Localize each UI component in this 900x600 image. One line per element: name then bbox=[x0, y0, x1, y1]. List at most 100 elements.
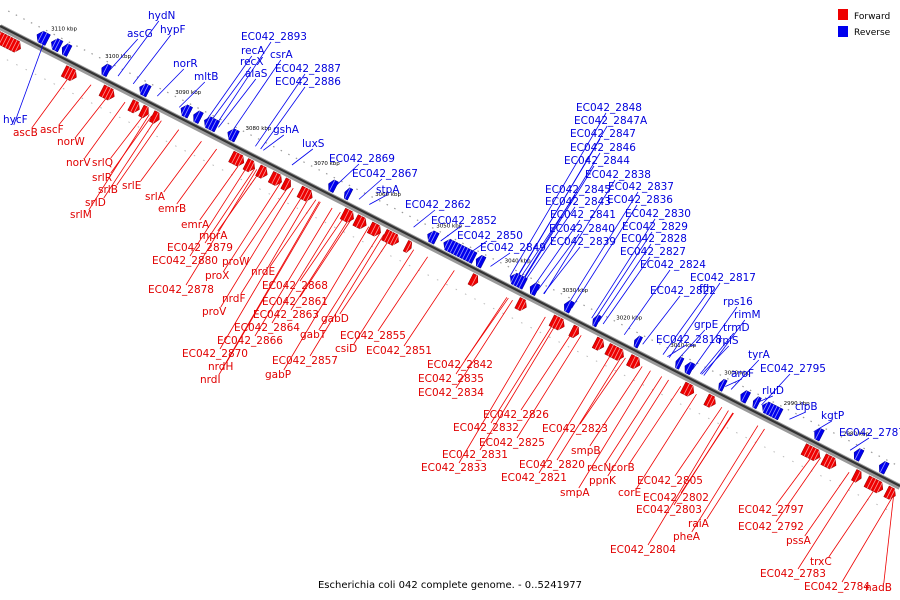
reverse-gene-arrow bbox=[510, 272, 528, 290]
reverse-gene-arrow bbox=[443, 238, 478, 264]
scale-labels-layer: 3110 kbp 3100 kbp 3090 kbp 3080 kbp 3070 kbp… bbox=[51, 27, 869, 438]
reverse-gene-arrow bbox=[139, 83, 152, 98]
scale-label: 3070 kbp bbox=[314, 161, 340, 167]
reverse-leader-line bbox=[662, 293, 707, 355]
forward-leader-line bbox=[538, 351, 614, 474]
reverse-gene-label: EC042_2846 bbox=[570, 142, 636, 154]
reverse-leader-line bbox=[675, 329, 706, 362]
forward-gene-arrow bbox=[381, 228, 399, 247]
forward-gene-label: ascF bbox=[40, 124, 64, 136]
reverse-leader-line bbox=[668, 282, 721, 358]
reverse-leader-line bbox=[849, 437, 870, 451]
forward-gene-label: pheA bbox=[673, 531, 701, 543]
reverse-leader-line bbox=[532, 219, 581, 289]
gene-divider bbox=[465, 249, 472, 261]
scale-label: 3000 kbp bbox=[724, 371, 750, 377]
reverse-gene-label: luxS bbox=[302, 138, 325, 150]
forward-gene-label: nrdF bbox=[222, 293, 246, 305]
gene-divider bbox=[355, 216, 363, 228]
forward-gene-arrow bbox=[255, 164, 268, 179]
reverse-leader-line bbox=[667, 344, 687, 358]
reverse-gene-label: ffh bbox=[699, 283, 713, 295]
forward-leader-line bbox=[353, 249, 415, 345]
forward-gene-arrow bbox=[148, 110, 160, 124]
forward-gene-label: EC042_2868 bbox=[262, 280, 328, 292]
reverse-gene-label: hydN bbox=[148, 10, 175, 22]
reverse-gene-label: EC042_2830 bbox=[625, 208, 691, 220]
forward-gene-label: srlM bbox=[70, 209, 92, 221]
gene-divider bbox=[597, 339, 604, 351]
gene-divider bbox=[180, 104, 188, 116]
forward-gene-label: EC042_2802 bbox=[643, 492, 709, 504]
forward-leader-line bbox=[269, 199, 317, 268]
gene-divider bbox=[271, 172, 278, 185]
reverse-gene-arrow bbox=[762, 401, 784, 421]
gene-divider bbox=[67, 68, 74, 80]
gene-divider bbox=[629, 356, 636, 368]
reverse-gene-label: rluD bbox=[762, 385, 784, 397]
forward-gene-label: gabD bbox=[321, 313, 349, 325]
forward-gene-label: EC042_2784 bbox=[804, 581, 870, 593]
reverse-gene-arrow bbox=[814, 427, 825, 442]
gene-divider bbox=[274, 174, 282, 186]
forward-leader-line bbox=[605, 376, 663, 464]
scale-label: 3060 kbp bbox=[375, 192, 401, 198]
forward-gene-label: trxC bbox=[810, 556, 832, 568]
reverse-gene-arrow bbox=[740, 390, 752, 404]
gene-divider bbox=[634, 335, 641, 348]
forward-leader-line bbox=[299, 217, 353, 298]
gene-divider bbox=[476, 255, 483, 267]
gene-divider bbox=[343, 209, 350, 221]
forward-gene-arrow bbox=[138, 104, 149, 119]
reverse-leader-line bbox=[543, 246, 581, 294]
leader-lines-layer bbox=[13, 20, 895, 584]
gene-divider bbox=[237, 155, 244, 167]
forward-gene-arrow bbox=[679, 381, 695, 397]
reverse-gene-label: hypF bbox=[160, 24, 186, 36]
forward-leader-line bbox=[163, 140, 202, 193]
scale-label: 3030 kbp bbox=[562, 288, 588, 294]
forward-gene-label: EC042_2821 bbox=[501, 472, 567, 484]
gene-block bbox=[564, 300, 575, 314]
reverse-gene-label: EC042_2827 bbox=[620, 246, 686, 258]
forward-gene-arrow bbox=[98, 84, 115, 101]
reverse-gene-arrow bbox=[684, 361, 696, 376]
reverse-leader-line bbox=[571, 204, 638, 309]
forward-gene-arrow bbox=[883, 485, 896, 500]
reverse-gene-arrow bbox=[204, 116, 221, 133]
reverse-leader-line bbox=[509, 112, 607, 277]
gene-block bbox=[568, 324, 579, 339]
gene-divider bbox=[70, 70, 77, 82]
forward-leader-line bbox=[75, 93, 110, 138]
scale-dotted-track bbox=[7, 10, 900, 468]
reverse-gene-label: EC042_2822 bbox=[650, 285, 716, 297]
gene-divider bbox=[879, 461, 887, 473]
forward-leader-line bbox=[204, 168, 256, 244]
reverse-gene-arrow bbox=[36, 30, 51, 46]
genome-caption: Escherichia coli 042 complete genome. - … bbox=[318, 580, 582, 591]
gene-divider bbox=[62, 43, 69, 55]
reverse-gene-label: hycF bbox=[3, 114, 28, 126]
gene-divider bbox=[807, 446, 814, 458]
gene-divider bbox=[370, 223, 377, 235]
gene-divider bbox=[803, 445, 810, 457]
forward-gene-arrow bbox=[296, 185, 313, 202]
forward-gene-arrow bbox=[352, 214, 367, 230]
reverse-gene-label: EC042_2841 bbox=[550, 209, 616, 221]
forward-leader-line bbox=[283, 226, 370, 371]
gene-divider bbox=[359, 218, 366, 230]
forward-gene-label: proX bbox=[205, 270, 229, 282]
reverse-gene-arrow bbox=[180, 104, 194, 119]
forward-leader-line bbox=[218, 201, 320, 376]
forward-gene-label: EC042_2866 bbox=[217, 335, 283, 347]
gene-divider bbox=[152, 112, 159, 124]
forward-gene-label: EC042_2861 bbox=[262, 296, 328, 308]
gene-block bbox=[718, 378, 728, 392]
forward-gene-label: srlB bbox=[98, 184, 118, 196]
forward-leader-line bbox=[58, 84, 92, 126]
forward-gene-label: EC042_2879 bbox=[167, 242, 233, 254]
scale-dotted-track-lower bbox=[0, 55, 889, 511]
reverse-leader-line bbox=[413, 209, 436, 228]
forward-gene-arrow bbox=[366, 221, 381, 237]
